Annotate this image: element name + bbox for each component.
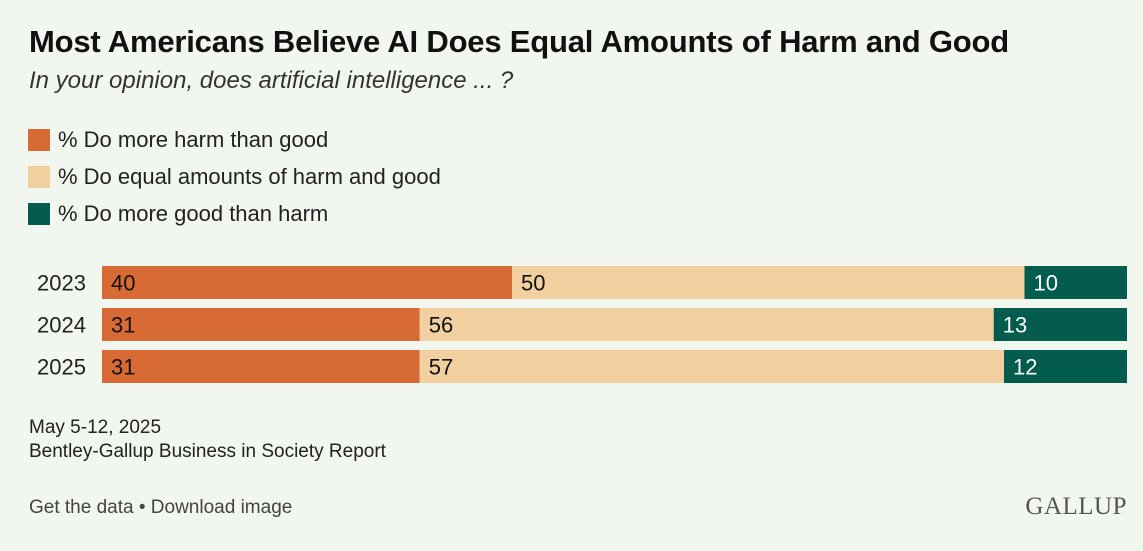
bar-good-2025 <box>1004 350 1127 383</box>
legend-label-good: % Do more good than harm <box>58 201 329 226</box>
bar-harm-2023 <box>102 266 512 299</box>
legend-swatch-harm <box>28 129 50 151</box>
legend-swatch-equal <box>28 166 50 188</box>
value-label-equal-2024: 56 <box>429 313 453 338</box>
value-label-harm-2024: 31 <box>111 313 135 338</box>
chart-subtitle: In your opinion, does artificial intelli… <box>29 67 514 94</box>
download-image-link[interactable]: Download image <box>150 497 293 518</box>
value-label-harm-2025: 31 <box>111 355 135 380</box>
bar-harm-2025 <box>102 350 420 383</box>
bar-equal-2023 <box>512 266 1025 299</box>
bar-good-2024 <box>993 308 1127 341</box>
bar-equal-2025 <box>419 350 1004 383</box>
get-data-link[interactable]: Get the data <box>29 497 134 518</box>
value-label-equal-2023: 50 <box>521 271 545 296</box>
legend-swatch-good <box>28 203 50 225</box>
value-label-good-2023: 10 <box>1034 271 1058 296</box>
legend-label-equal: % Do equal amounts of harm and good <box>58 164 441 189</box>
legend-label-harm: % Do more harm than good <box>58 127 329 152</box>
legend: % Do more harm than good % Do equal amou… <box>28 127 441 226</box>
bar-good-2023 <box>1024 266 1127 299</box>
value-label-harm-2023: 40 <box>111 271 135 296</box>
year-label-2023: 2023 <box>37 271 86 296</box>
chart-title: Most Americans Believe AI Does Equal Amo… <box>29 24 1009 59</box>
source-note: Bentley-Gallup Business in Society Repor… <box>29 441 386 462</box>
legend-item-good: % Do more good than harm <box>28 201 441 226</box>
footer-links: Get the data • Download image <box>29 497 292 519</box>
value-label-equal-2025: 57 <box>429 355 453 380</box>
survey-date: May 5-12, 2025 <box>29 417 162 438</box>
value-label-good-2024: 13 <box>1003 313 1027 338</box>
footer-separator: • <box>133 497 151 518</box>
legend-item-equal: % Do equal amounts of harm and good <box>28 164 441 189</box>
bar-harm-2024 <box>102 308 420 341</box>
year-label-2024: 2024 <box>37 313 86 338</box>
year-label-2025: 2025 <box>37 355 86 380</box>
value-label-good-2025: 12 <box>1013 355 1037 380</box>
gallup-logo: GALLUP <box>1025 493 1127 520</box>
stacked-bar-chart: 2023 40 50 10 2024 31 56 13 2025 31 57 12 <box>37 266 1127 383</box>
bar-equal-2024 <box>419 308 994 341</box>
legend-item-harm: % Do more harm than good <box>28 127 441 152</box>
